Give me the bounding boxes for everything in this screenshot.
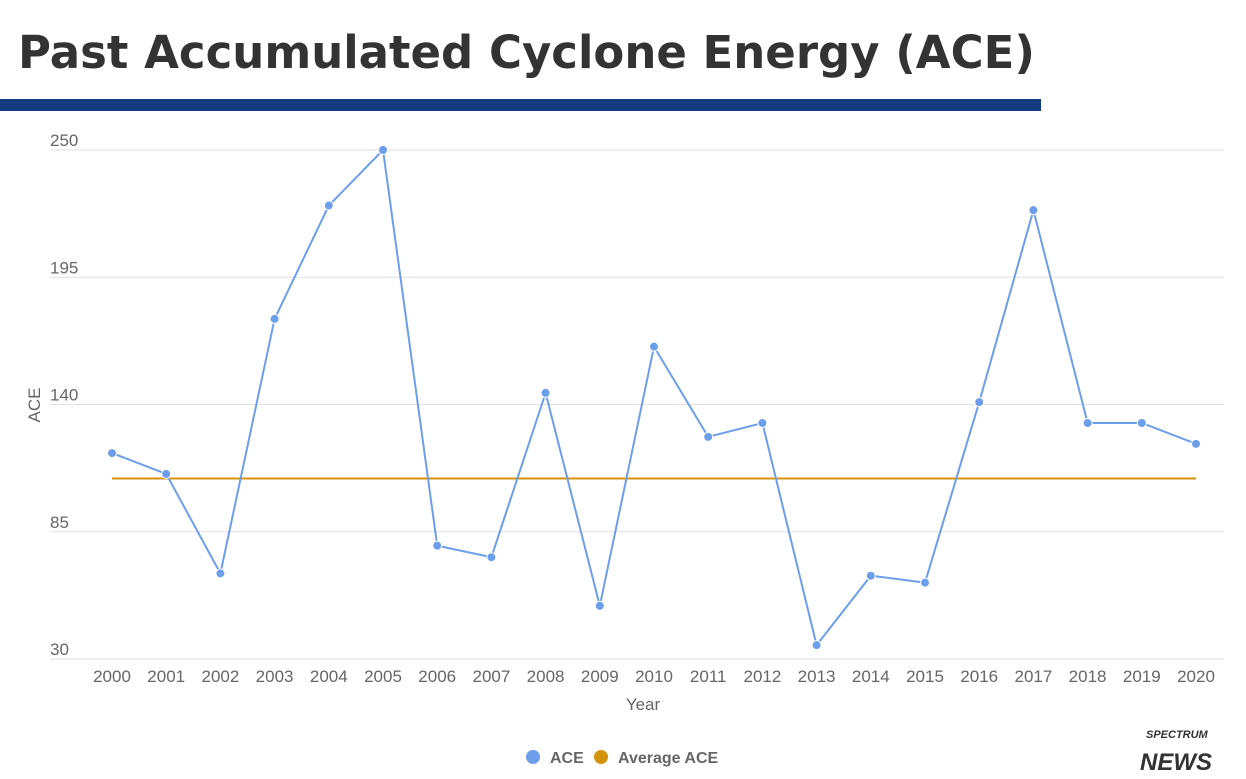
ace-point-2011[interactable] [703, 431, 714, 442]
ace-point-2007[interactable] [486, 552, 497, 563]
ace-point-2019[interactable] [1136, 418, 1147, 429]
ace-point-2015[interactable] [920, 577, 930, 588]
ace-point-2008[interactable] [540, 387, 551, 398]
ace-point-2020[interactable] [1191, 438, 1201, 449]
ace-point-2000[interactable] [107, 448, 117, 459]
ace-point-2001[interactable] [161, 468, 172, 479]
x-tick-label: 2011 [690, 667, 727, 686]
x-tick-label: 2002 [201, 667, 239, 686]
ace-point-2013[interactable] [811, 640, 822, 651]
logo-line2: NEWS [1140, 749, 1212, 776]
y-tick-label: 85 [50, 513, 69, 532]
x-tick-label: 2013 [798, 667, 836, 686]
x-tick-label: 2015 [906, 667, 944, 686]
ace-line [111, 147, 1197, 648]
x-tick-label: 2018 [1069, 667, 1107, 686]
x-tick-label: 2005 [364, 667, 402, 686]
y-tick-label: 30 [50, 640, 69, 659]
legend-marker-average-ace [594, 750, 608, 764]
legend-label-average-ace[interactable]: Average ACE [618, 750, 719, 767]
x-tick-label: 2017 [1014, 667, 1052, 686]
ace-point-2004[interactable] [323, 200, 334, 211]
y-tick-label: 195 [50, 258, 78, 277]
ace-point-2005[interactable] [378, 145, 388, 155]
x-axis-label: Year [626, 695, 661, 714]
ace-point-2009[interactable] [594, 600, 605, 611]
ace-point-2017[interactable] [1028, 205, 1039, 216]
x-tick-label: 2009 [581, 667, 619, 686]
x-tick-label: 2006 [418, 667, 456, 686]
x-tick-label: 2012 [743, 667, 781, 686]
x-tick-label: 2004 [310, 667, 348, 686]
x-tick-label: 2019 [1123, 667, 1161, 686]
x-tick-label: 2000 [93, 667, 131, 686]
ace-point-2012[interactable] [757, 418, 768, 429]
y-tick-label: 140 [50, 386, 78, 405]
x-tick-label: 2008 [527, 667, 565, 686]
x-tick-label: 2014 [852, 667, 890, 686]
ace-point-2014[interactable] [865, 570, 876, 581]
x-tick-label: 2007 [472, 667, 510, 686]
x-tick-label: 2020 [1177, 667, 1215, 686]
x-tick-label: 2001 [147, 667, 185, 686]
y-tick-label: 250 [50, 131, 78, 150]
logo-line1: SPECTRUM [1146, 729, 1209, 741]
x-tick-label: 2003 [256, 667, 294, 686]
legend-marker-ace [526, 750, 540, 764]
ace-point-2018[interactable] [1082, 418, 1093, 429]
x-tick-label: 2016 [960, 667, 998, 686]
chart-title: Past Accumulated Cyclone Energy (ACE) [18, 26, 1035, 79]
ace-point-2006[interactable] [432, 540, 443, 551]
ace-point-2002[interactable] [215, 568, 226, 579]
x-tick-label: 2010 [635, 667, 673, 686]
ace-point-2010[interactable] [649, 341, 659, 352]
legend-label-ace[interactable]: ACE [550, 750, 584, 767]
title-underline-bar [0, 99, 1041, 111]
y-axis-label: ACE [25, 388, 44, 423]
ace-point-2016[interactable] [974, 397, 985, 408]
spectrum-news-logo: SPECTRUM NEWS [1140, 729, 1212, 776]
ace-point-2003[interactable] [269, 313, 280, 324]
